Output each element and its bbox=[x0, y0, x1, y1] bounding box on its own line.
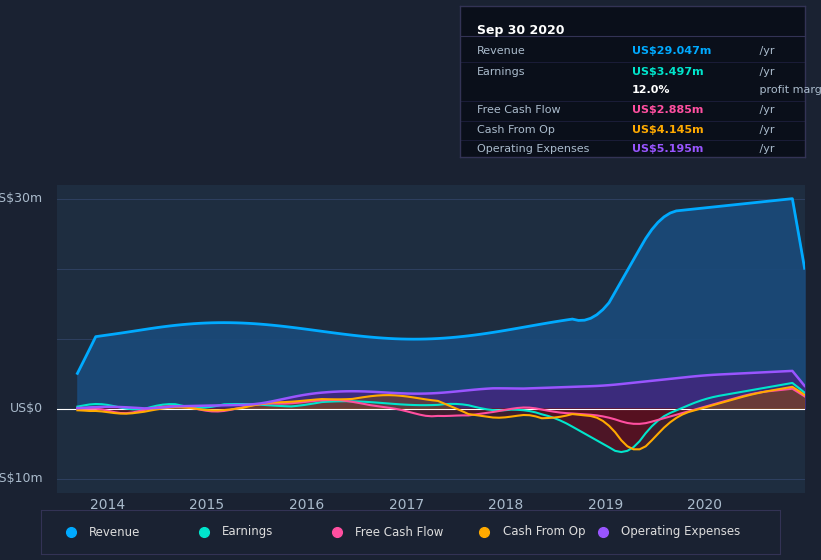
Text: US$0: US$0 bbox=[9, 402, 43, 416]
Text: Earnings: Earnings bbox=[222, 525, 273, 539]
Text: /yr: /yr bbox=[756, 105, 775, 115]
Text: 12.0%: 12.0% bbox=[632, 85, 671, 95]
Text: US$30m: US$30m bbox=[0, 192, 43, 206]
Text: US$29.047m: US$29.047m bbox=[632, 46, 712, 56]
Text: -US$10m: -US$10m bbox=[0, 472, 43, 486]
Text: Free Cash Flow: Free Cash Flow bbox=[355, 525, 443, 539]
Text: US$3.497m: US$3.497m bbox=[632, 67, 704, 77]
Text: Operating Expenses: Operating Expenses bbox=[621, 525, 741, 539]
Text: US$2.885m: US$2.885m bbox=[632, 105, 704, 115]
Text: US$5.195m: US$5.195m bbox=[632, 144, 704, 154]
Text: Revenue: Revenue bbox=[477, 46, 525, 56]
Text: Revenue: Revenue bbox=[89, 525, 140, 539]
Text: Cash From Op: Cash From Op bbox=[502, 525, 585, 539]
Text: /yr: /yr bbox=[756, 144, 775, 154]
Text: US$4.145m: US$4.145m bbox=[632, 124, 704, 134]
Text: Earnings: Earnings bbox=[477, 67, 525, 77]
Text: /yr: /yr bbox=[756, 46, 775, 56]
Text: /yr: /yr bbox=[756, 67, 775, 77]
Text: Cash From Op: Cash From Op bbox=[477, 124, 555, 134]
Text: Sep 30 2020: Sep 30 2020 bbox=[477, 24, 565, 37]
Text: Operating Expenses: Operating Expenses bbox=[477, 144, 589, 154]
Text: profit margin: profit margin bbox=[756, 85, 821, 95]
Text: /yr: /yr bbox=[756, 124, 775, 134]
Text: Free Cash Flow: Free Cash Flow bbox=[477, 105, 561, 115]
